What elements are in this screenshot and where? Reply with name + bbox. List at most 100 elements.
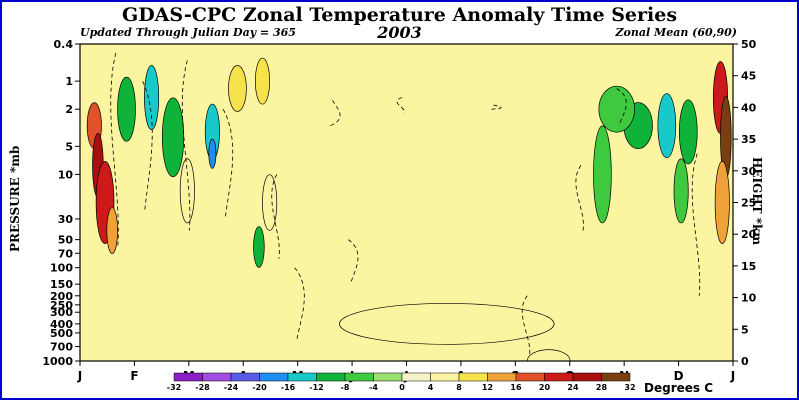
contour-line-13 [294,267,305,341]
chart-title: GDAS-CPC Zonal Temperature Anomaly Time … [121,4,678,26]
contour-line-7 [491,104,502,110]
colorbar-swatch-10 [458,372,488,382]
y2-tick-label-4: 30 [741,165,757,178]
y2-tick-label-5: 25 [741,197,756,210]
colorbar-label-15: 28 [596,383,608,392]
colorbar-label-14: 24 [567,383,579,392]
y-tick-label-3: 5 [65,140,73,153]
colorbar-label-8: 0 [399,383,405,392]
contour-line-5 [330,99,341,127]
colorbar-swatch-2 [230,372,260,382]
anomaly-region-16 [593,125,612,224]
colorbar-swatch-9 [430,372,460,382]
colorbar-label-2: -24 [224,383,239,392]
anomaly-region-6 [161,97,185,178]
y-tick-label-7: 70 [58,247,74,260]
y2-tick-label-0: 50 [741,38,757,51]
y-tick-label-14: 500 [50,327,73,340]
y-tick-label-8: 100 [50,262,73,275]
colorbar: -32 -28 -24 -20 -16 -12 -8 -4 0 4 8 12 16 20 24 28 32 [167,372,636,392]
colorbar-label-1: -28 [195,383,210,392]
colorbar-swatch-13 [544,372,574,382]
contour-line-2 [181,60,191,231]
colorbar-label-5: -12 [309,383,323,392]
y2-tick-label-10: 0 [741,355,749,368]
anomaly-region-24 [714,161,730,244]
anomaly-region-5 [144,65,160,130]
colorbar-swatch-0 [173,372,203,382]
y-tick-label-4: 10 [58,168,74,181]
colorbar-swatch-12 [515,372,545,382]
colorbar-label-12: 16 [510,383,522,392]
colorbar-label-13: 20 [539,383,551,392]
contour-lines [110,52,701,357]
anomaly-region-14 [339,303,555,345]
y-tick-label-0: 0.4 [54,38,74,51]
chart-subtitle: Updated Through Julian Day = 365 [80,26,296,39]
y2-tick-label-7: 15 [741,260,756,273]
anomaly-region-18 [598,85,635,133]
colorbar-swatch-14 [572,372,602,382]
anomaly-region-11 [254,57,270,105]
y2-tick-label-6: 20 [741,228,757,241]
y-tick-label-12: 300 [50,306,73,319]
contour-line-6 [396,97,405,114]
y-tick-label-9: 150 [50,278,73,291]
y-tick-label-16: 1000 [42,355,73,368]
y-tick-label-10: 200 [50,290,73,303]
x-tick-label-11: D [674,369,684,383]
anomaly-region-13 [253,226,265,268]
y2-tick-label-8: 10 [741,292,757,305]
colorbar-swatch-1 [202,372,232,382]
contour-line-4 [271,174,280,259]
anomaly-region-21 [673,158,689,224]
anomaly-region-9 [208,138,217,169]
contour-line-3 [222,109,234,219]
contour-line-12 [521,295,531,357]
y2-tick-label-1: 45 [741,70,756,83]
colorbar-swatch-11 [487,372,517,382]
anomaly-region-10 [228,65,247,112]
colorbar-label-10: 8 [456,383,462,392]
y-tick-label-2: 2 [65,103,73,116]
colorbar-swatch-6 [344,372,374,382]
chart-year: 2003 [377,23,422,42]
y2-tick-label-9: 5 [741,323,749,336]
contour-line-10 [691,153,701,296]
colorbar-label-4: -16 [281,383,296,392]
y-tick-label-13: 400 [50,318,73,331]
colorbar-label-3: -20 [252,383,267,392]
y2-tick-label-3: 35 [741,133,756,146]
colorbar-label-16: 32 [624,383,635,392]
contour-line-11 [348,239,359,285]
anomaly-region-4 [117,76,136,142]
anomaly-regions [86,57,732,361]
y-tick-label-5: 30 [58,213,74,226]
contour-line-1 [142,80,153,212]
colorbar-swatch-4 [287,372,317,382]
colorbar-swatch-5 [316,372,346,382]
anomaly-region-3 [106,207,118,254]
colorbar-swatch-15 [601,372,631,382]
y-tick-label-11: 250 [50,299,73,312]
colorbar-label-6: -8 [341,383,350,392]
x-tick-label-1: F [130,369,138,383]
x-tick-label-12: J [730,369,735,383]
anomaly-region-7 [179,158,195,224]
colorbar-label-7: -4 [369,383,378,392]
anomaly-region-20 [678,99,698,165]
y2-tick-label-2: 40 [741,101,757,114]
colorbar-swatch-8 [401,372,431,382]
colorbar-label-11: 12 [482,383,493,392]
y-tick-label-6: 50 [58,234,74,247]
colorbar-label: Degrees C [644,381,714,395]
anomaly-region-19 [657,93,677,159]
colorbar-swatch-3 [259,372,289,382]
y-tick-label-15: 700 [50,341,73,354]
colorbar-label-0: -32 [167,383,181,392]
colorbar-label-9: 4 [428,383,434,392]
